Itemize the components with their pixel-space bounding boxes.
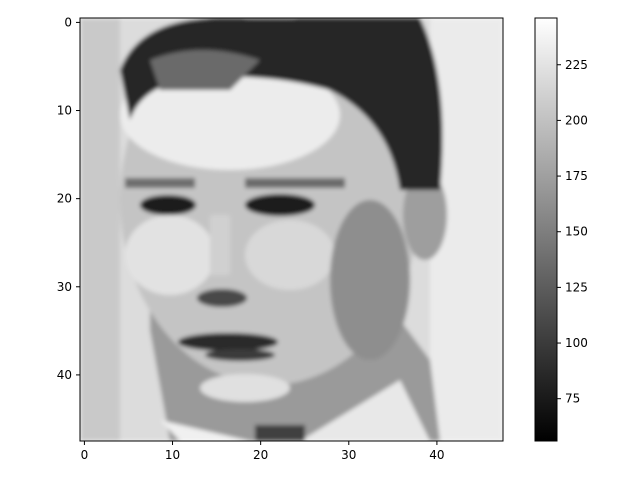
nose-bridge [210, 215, 230, 275]
right-eye [245, 194, 315, 216]
mouth [178, 333, 278, 351]
colorbar-tick-label: 125 [565, 280, 588, 294]
plot-frame [79, 17, 504, 442]
x-tick-label: 0 [81, 448, 89, 462]
nose-shadow [197, 289, 247, 307]
x-tick-label: 30 [341, 448, 356, 462]
lower-lip [205, 349, 275, 361]
left-cheek [125, 215, 215, 295]
left-eye [140, 195, 196, 215]
right-cheek [245, 220, 335, 290]
colorbar [534, 17, 558, 442]
colorbar-tick-label: 75 [565, 392, 580, 406]
left-eyebrow [125, 178, 195, 188]
x-tick-label: 20 [253, 448, 268, 462]
y-tick-label: 30 [57, 280, 72, 294]
chin [200, 374, 290, 402]
colorbar-tick-label: 150 [565, 225, 588, 239]
y-tick-label: 10 [57, 104, 72, 118]
collar-region [160, 420, 250, 441]
y-tick-label: 20 [57, 192, 72, 206]
bottom-shadow [255, 425, 305, 441]
collar-right [300, 380, 430, 441]
left-background [80, 18, 120, 441]
y-tick-label: 0 [64, 15, 72, 29]
ear [403, 170, 447, 260]
heatmap-image [80, 18, 503, 441]
x-axis: 0 10 20 30 40 [81, 441, 445, 462]
x-tick-label: 10 [165, 448, 180, 462]
colorbar-tick-label: 175 [565, 169, 588, 183]
hair-top-light [150, 50, 260, 90]
y-axis: 0 10 20 30 40 [57, 15, 80, 382]
face-shadow [330, 200, 410, 360]
x-tick-label: 40 [429, 448, 444, 462]
right-eyebrow [245, 178, 345, 188]
colorbar-tick-label: 100 [565, 336, 588, 350]
colorbar-tick-label: 200 [565, 113, 588, 127]
colorbar-axis: 75 100 125 150 175 200 225 [557, 58, 588, 406]
colorbar-tick-label: 225 [565, 58, 588, 72]
y-tick-label: 40 [57, 368, 72, 382]
